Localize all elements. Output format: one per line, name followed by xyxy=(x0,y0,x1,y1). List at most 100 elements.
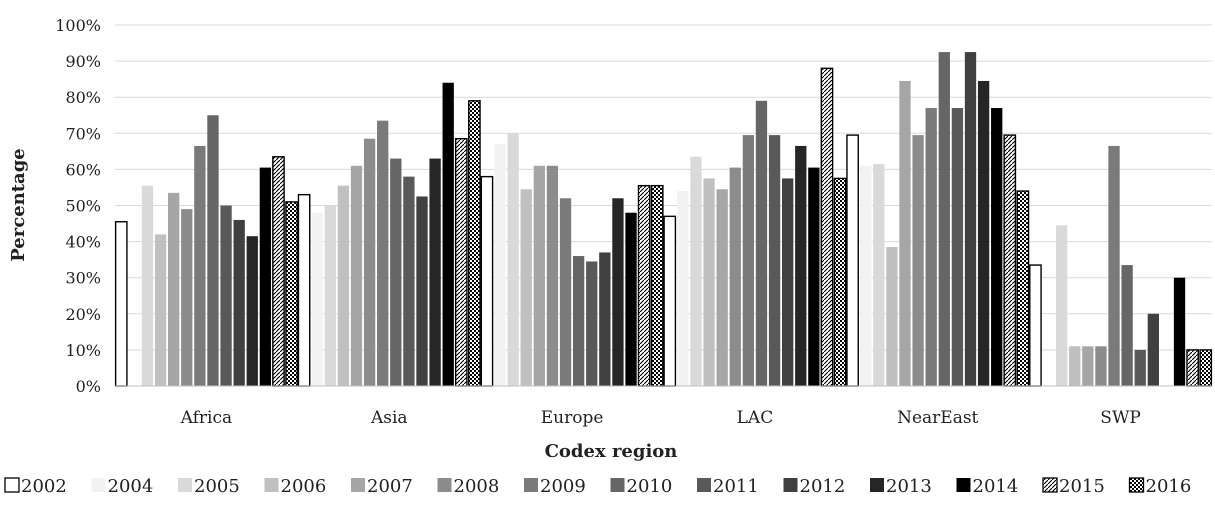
bar-swp-2007 xyxy=(1082,346,1094,386)
bar-africa-2007 xyxy=(168,192,180,386)
y-tick-label: 0% xyxy=(76,377,101,396)
legend-swatch xyxy=(956,478,971,492)
legend-item-2008: 2008 xyxy=(437,476,500,497)
legend-item-2006: 2006 xyxy=(264,476,327,497)
legend-label: 2016 xyxy=(1146,476,1192,497)
legend-label: 2011 xyxy=(713,476,759,497)
bar-neareast-2006 xyxy=(886,247,898,386)
bar-asia-2004 xyxy=(311,212,323,386)
legend-label: 2005 xyxy=(194,476,240,497)
legend-swatch xyxy=(1128,477,1145,493)
bar-swp-2008 xyxy=(1095,346,1107,386)
x-tick-label: Asia xyxy=(370,408,408,428)
bar-europe-2005 xyxy=(507,133,519,386)
legend-item-2011: 2011 xyxy=(697,476,759,497)
legend-swatch xyxy=(783,478,798,492)
bar-swp-2006 xyxy=(1069,346,1081,386)
bar-africa-2005 xyxy=(141,185,154,386)
x-tick-label: Africa xyxy=(180,408,233,428)
bar-europe-2013 xyxy=(612,198,624,386)
legend-swatch xyxy=(91,478,106,492)
legend-label: 2015 xyxy=(1059,476,1105,497)
bar-swp-2016 xyxy=(1199,349,1213,387)
bar-lac-2013 xyxy=(795,145,807,386)
bar-africa-2006 xyxy=(154,234,167,386)
y-axis-title: Percentage xyxy=(8,148,29,262)
bar-europe-2007 xyxy=(533,165,545,386)
y-tick-label: 30% xyxy=(65,269,101,288)
bars xyxy=(114,52,1213,387)
legend-label: 2004 xyxy=(108,476,154,497)
legend-swatch xyxy=(524,478,538,492)
bar-africa-2014 xyxy=(259,167,272,386)
legend-item-2013: 2013 xyxy=(870,476,932,497)
bar-europe-2010 xyxy=(572,256,585,386)
bar-asia-2006 xyxy=(337,185,350,386)
bar-swp-2002 xyxy=(1029,264,1042,387)
legend-label: 2006 xyxy=(281,476,327,497)
bar-lac-2007 xyxy=(716,189,728,386)
bar-lac-2014 xyxy=(808,167,820,386)
bar-lac-2006 xyxy=(703,178,715,386)
bar-europe-2004 xyxy=(494,144,506,386)
y-tick-label: 10% xyxy=(65,341,101,360)
bar-europe-2015 xyxy=(637,184,651,387)
legend-item-2016: 2016 xyxy=(1128,476,1192,497)
y-tick-label: 50% xyxy=(65,197,101,216)
legend-item-2002: 2002 xyxy=(4,476,67,497)
y-tick-label: 80% xyxy=(65,88,101,107)
legend-swatch xyxy=(437,478,452,492)
legend-item-2012: 2012 xyxy=(783,476,845,497)
legend-swatch xyxy=(610,478,625,492)
x-axis-title: Codex region xyxy=(545,441,678,462)
legend-item-2009: 2009 xyxy=(524,476,586,497)
bar-africa-2015 xyxy=(272,156,285,387)
legend-label: 2008 xyxy=(454,476,500,497)
bar-lac-2012 xyxy=(782,178,794,386)
bar-swp-2005 xyxy=(1055,225,1068,386)
bar-swp-2015 xyxy=(1186,349,1199,387)
bar-swp-2014 xyxy=(1173,277,1186,386)
bar-neareast-2009 xyxy=(925,108,937,386)
bar-europe-2011 xyxy=(586,261,598,386)
bar-swp-2012 xyxy=(1147,313,1159,386)
bar-lac-2010 xyxy=(755,100,768,386)
bar-africa-2011 xyxy=(220,205,232,386)
legend-item-2015: 2015 xyxy=(1042,476,1105,497)
x-tick-label: LAC xyxy=(737,408,774,428)
bar-asia-2007 xyxy=(350,165,363,386)
y-tick-label: 70% xyxy=(65,124,101,143)
bar-asia-2011 xyxy=(403,176,415,386)
bar-europe-2016 xyxy=(650,184,664,387)
legend-label: 2014 xyxy=(973,476,1019,497)
bar-africa-2008 xyxy=(181,209,193,386)
bar-swp-2011 xyxy=(1134,349,1146,386)
bar-asia-2014 xyxy=(442,82,454,386)
bar-neareast-2016 xyxy=(1016,190,1030,387)
legend-swatch xyxy=(264,478,279,492)
bar-lac-2004 xyxy=(677,191,689,386)
bar-lac-2005 xyxy=(690,156,702,386)
legend-swatch xyxy=(4,477,20,493)
bar-neareast-2010 xyxy=(938,52,950,386)
bar-lac-2009 xyxy=(742,135,755,386)
x-tick-label: Europe xyxy=(541,408,604,428)
legend-label: 2002 xyxy=(21,476,67,497)
legend-item-2014: 2014 xyxy=(956,476,1019,497)
y-tick-label: 90% xyxy=(65,52,101,71)
bar-neareast-2005 xyxy=(873,163,885,386)
legend-label: 2009 xyxy=(540,476,586,497)
bar-neareast-2013 xyxy=(977,80,990,386)
bar-africa-2016 xyxy=(285,201,298,387)
y-tick-label: 100% xyxy=(55,16,101,35)
legend-swatch xyxy=(870,478,884,492)
bar-asia-2012 xyxy=(416,196,428,386)
bar-asia-2015 xyxy=(454,138,468,387)
x-tick-label: NearEast xyxy=(897,408,978,428)
bar-neareast-2007 xyxy=(899,80,911,386)
y-tick-label: 40% xyxy=(65,233,101,252)
legend-item-2004: 2004 xyxy=(91,476,154,497)
bar-neareast-2014 xyxy=(991,108,1003,386)
bar-asia-2005 xyxy=(324,205,336,386)
